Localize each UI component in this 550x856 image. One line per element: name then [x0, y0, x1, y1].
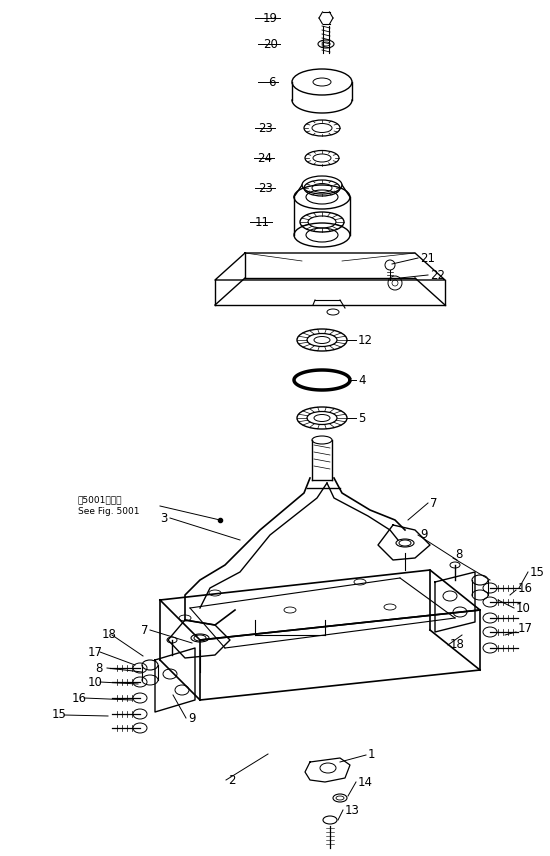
- Text: 24: 24: [257, 152, 272, 164]
- Text: 23: 23: [258, 122, 273, 134]
- Text: 1: 1: [368, 748, 376, 762]
- Text: 10: 10: [516, 602, 531, 615]
- Text: See Fig. 5001: See Fig. 5001: [78, 508, 140, 516]
- Text: 11: 11: [255, 216, 270, 229]
- Text: 8: 8: [95, 662, 102, 675]
- Text: 12: 12: [358, 334, 373, 347]
- Text: 8: 8: [455, 549, 463, 562]
- Text: 10: 10: [88, 675, 103, 688]
- Text: 6: 6: [268, 75, 276, 88]
- Text: 21: 21: [420, 252, 435, 265]
- Text: 23: 23: [258, 181, 273, 194]
- Text: 17: 17: [88, 645, 103, 658]
- Text: 2: 2: [228, 774, 235, 787]
- Text: 7: 7: [140, 623, 148, 637]
- Text: 18: 18: [450, 639, 465, 651]
- Text: 16: 16: [518, 581, 533, 595]
- Text: 16: 16: [72, 692, 87, 704]
- Text: 18: 18: [102, 628, 117, 641]
- Text: 9: 9: [420, 528, 427, 542]
- Text: 20: 20: [263, 38, 278, 51]
- Text: 5: 5: [358, 412, 365, 425]
- Text: 14: 14: [358, 776, 373, 788]
- Text: 15: 15: [530, 566, 545, 579]
- Text: 22: 22: [430, 269, 445, 282]
- Text: 19: 19: [263, 11, 278, 25]
- Text: 4: 4: [358, 373, 366, 387]
- Text: 9: 9: [188, 711, 195, 724]
- Text: 7: 7: [430, 496, 437, 509]
- Text: 13: 13: [345, 804, 360, 817]
- Text: 第5001図参照: 第5001図参照: [78, 496, 123, 504]
- Text: 15: 15: [52, 709, 67, 722]
- Text: 3: 3: [161, 512, 168, 525]
- Text: 17: 17: [518, 621, 533, 634]
